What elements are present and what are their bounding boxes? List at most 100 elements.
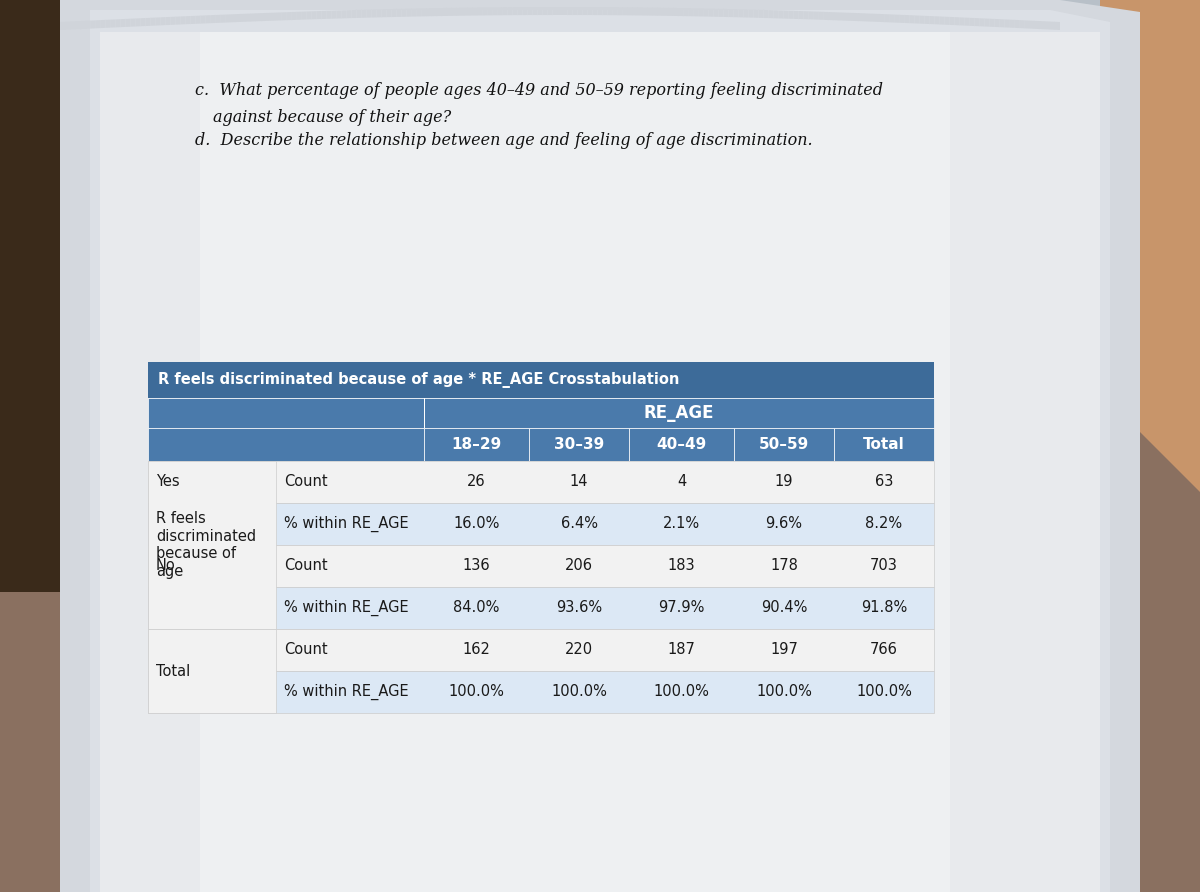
Polygon shape [326, 11, 331, 19]
Polygon shape [80, 21, 85, 29]
Polygon shape [884, 14, 889, 22]
FancyBboxPatch shape [734, 428, 834, 461]
Polygon shape [648, 7, 653, 16]
Polygon shape [733, 9, 738, 17]
Polygon shape [577, 7, 583, 15]
FancyBboxPatch shape [148, 461, 276, 629]
Polygon shape [391, 9, 397, 17]
FancyBboxPatch shape [424, 428, 529, 461]
Polygon shape [829, 12, 834, 21]
Text: 14: 14 [570, 475, 588, 490]
Polygon shape [914, 15, 919, 23]
Polygon shape [478, 7, 482, 15]
Polygon shape [965, 18, 970, 26]
Polygon shape [472, 7, 478, 15]
Polygon shape [703, 9, 708, 17]
Polygon shape [90, 10, 1110, 892]
Polygon shape [607, 7, 613, 15]
Text: 162: 162 [462, 642, 491, 657]
Polygon shape [186, 16, 191, 24]
Text: R feels discriminated because of age * RE_AGE Crosstabulation: R feels discriminated because of age * R… [158, 372, 679, 388]
Polygon shape [416, 8, 422, 16]
Text: 100.0%: 100.0% [449, 684, 504, 699]
Polygon shape [995, 19, 1000, 27]
Text: 766: 766 [870, 642, 898, 657]
Polygon shape [688, 8, 694, 16]
Polygon shape [196, 15, 200, 24]
Polygon shape [708, 9, 713, 17]
Polygon shape [1000, 19, 1004, 28]
Polygon shape [1020, 21, 1025, 29]
FancyBboxPatch shape [629, 428, 734, 461]
Polygon shape [1045, 21, 1050, 29]
Polygon shape [834, 12, 839, 21]
Polygon shape [839, 12, 844, 21]
Polygon shape [583, 7, 588, 15]
FancyBboxPatch shape [148, 428, 424, 461]
Text: Count: Count [284, 475, 328, 490]
Polygon shape [754, 10, 758, 18]
Polygon shape [949, 17, 954, 25]
Polygon shape [804, 12, 809, 20]
Polygon shape [427, 8, 432, 16]
Polygon shape [848, 12, 854, 21]
Polygon shape [366, 10, 372, 18]
Polygon shape [793, 11, 799, 19]
Text: 9.6%: 9.6% [766, 516, 803, 532]
Text: 91.8%: 91.8% [860, 600, 907, 615]
FancyBboxPatch shape [529, 428, 629, 461]
Polygon shape [230, 14, 236, 22]
Text: 703: 703 [870, 558, 898, 574]
Polygon shape [1004, 20, 1009, 28]
Polygon shape [638, 7, 643, 15]
Polygon shape [522, 7, 527, 15]
Text: 18–29: 18–29 [451, 437, 502, 452]
Polygon shape [251, 13, 256, 21]
Text: 6.4%: 6.4% [560, 516, 598, 532]
Polygon shape [322, 11, 326, 19]
Text: 4: 4 [677, 475, 686, 490]
Polygon shape [527, 7, 533, 15]
Polygon shape [824, 12, 829, 20]
Text: 206: 206 [565, 558, 593, 574]
Polygon shape [788, 11, 793, 19]
Polygon shape [281, 12, 286, 21]
Text: RE_AGE: RE_AGE [643, 404, 714, 422]
Polygon shape [643, 7, 648, 15]
Polygon shape [809, 12, 814, 20]
Polygon shape [156, 17, 161, 26]
Polygon shape [698, 8, 703, 16]
Text: 26: 26 [467, 475, 486, 490]
Text: Yes: Yes [156, 475, 180, 490]
Polygon shape [970, 18, 974, 26]
Polygon shape [492, 7, 497, 15]
FancyBboxPatch shape [148, 587, 934, 629]
Polygon shape [924, 16, 929, 24]
Polygon shape [538, 7, 542, 15]
Polygon shape [763, 10, 768, 18]
Polygon shape [191, 16, 196, 24]
Text: 84.0%: 84.0% [454, 600, 499, 615]
Text: Count: Count [284, 642, 328, 657]
Polygon shape [1025, 21, 1030, 29]
Text: 100.0%: 100.0% [551, 684, 607, 699]
Polygon shape [356, 10, 361, 18]
Polygon shape [935, 16, 940, 24]
Polygon shape [0, 0, 100, 592]
Polygon shape [598, 7, 602, 15]
Polygon shape [266, 12, 271, 21]
Text: Total: Total [156, 664, 191, 679]
Polygon shape [286, 12, 292, 21]
Polygon shape [744, 10, 749, 18]
Polygon shape [628, 7, 632, 15]
Polygon shape [276, 12, 281, 21]
Text: R feels
discriminated
because of
age: R feels discriminated because of age [156, 511, 256, 579]
Polygon shape [889, 14, 894, 22]
Polygon shape [241, 13, 246, 22]
Polygon shape [216, 15, 221, 23]
Text: 100.0%: 100.0% [756, 684, 812, 699]
Polygon shape [60, 21, 65, 30]
Text: Count: Count [284, 558, 328, 574]
Polygon shape [940, 16, 944, 25]
Polygon shape [854, 13, 859, 21]
